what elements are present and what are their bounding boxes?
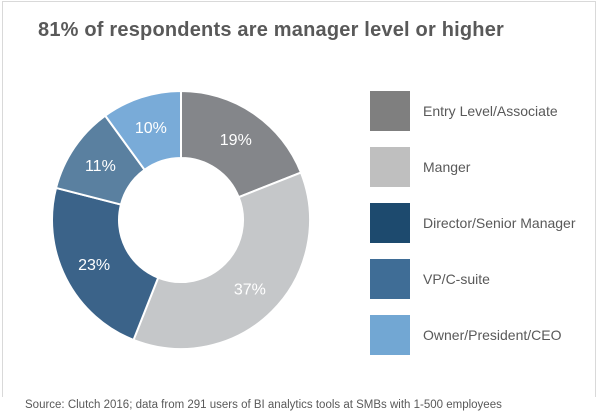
donut-slice-4 [104, 90, 182, 171]
legend-label: VP/C-suite [423, 271, 490, 287]
donut-svg: 19% 37% 23% 11% 10% [51, 90, 311, 350]
legend-swatch [370, 147, 410, 187]
legend-label: Entry Level/Associate [423, 103, 558, 119]
donut-chart: 19% 37% 23% 11% 10% [11, 65, 351, 375]
legend-item: Manger [370, 147, 576, 187]
donut-slice-2 [51, 186, 160, 341]
slice-data-label: 37% [234, 282, 266, 299]
slice-data-label: 11% [85, 158, 116, 175]
legend: Entry Level/Associate Manger Director/Seni… [370, 91, 576, 371]
legend-label: Owner/President/CEO [423, 327, 562, 343]
slice-data-label: 10% [135, 120, 167, 137]
legend-item: Entry Level/Associate [370, 91, 576, 131]
legend-label: Director/Senior Manager [423, 215, 576, 231]
legend-item: Owner/President/CEO [370, 315, 576, 355]
slice-data-label: 23% [78, 257, 110, 274]
legend-item: Director/Senior Manager [370, 203, 576, 243]
slice-data-label: 19% [220, 132, 252, 149]
donut-slice-0 [180, 90, 302, 199]
legend-item: VP/C-suite [370, 259, 576, 299]
legend-swatch [370, 315, 410, 355]
donut-slice-1 [132, 171, 311, 350]
legend-label: Manger [423, 159, 471, 175]
legend-swatch [370, 91, 410, 131]
chart-title: 81% of respondents are manager level or … [38, 19, 505, 41]
source-note: Source: Clutch 2016; data from 291 users… [25, 399, 502, 411]
legend-swatch [370, 259, 410, 299]
legend-swatch [370, 203, 410, 243]
